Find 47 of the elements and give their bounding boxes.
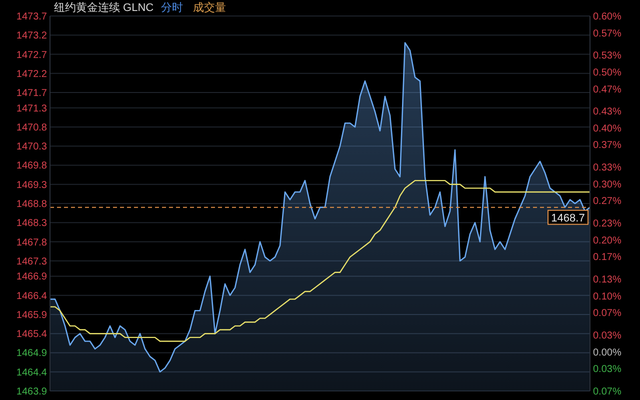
y2-tick-label: 0.03% bbox=[593, 330, 622, 342]
y-tick-label: 1468.3 bbox=[16, 218, 48, 230]
y-tick-label: 1464.4 bbox=[16, 367, 48, 378]
y-tick-label: 1464.9 bbox=[16, 348, 48, 360]
y-tick-label: 1465.4 bbox=[16, 329, 48, 340]
y-tick-label: 1470.3 bbox=[16, 142, 48, 153]
y-tick-label: 1468.8 bbox=[16, 199, 48, 210]
y-tick-label: 1469.3 bbox=[16, 180, 48, 191]
y-tick-label: 1472.2 bbox=[16, 68, 48, 80]
y2-tick-label: 0.03% bbox=[593, 364, 622, 376]
y-tick-label: 1467.3 bbox=[16, 256, 48, 268]
y-tick-label: 1470.8 bbox=[16, 122, 48, 134]
text: 成交量 bbox=[193, 1, 226, 14]
text: 分时 bbox=[161, 1, 183, 14]
y2-tick-label: 0.40% bbox=[593, 123, 622, 134]
y2-tick-label: 0.20% bbox=[593, 235, 622, 246]
y-tick-label: 1463.9 bbox=[16, 386, 48, 398]
y-tick-label: 1469.8 bbox=[16, 160, 48, 172]
y-tick-label: 1466.4 bbox=[16, 290, 48, 302]
y-tick-label: 1473.7 bbox=[16, 12, 48, 22]
y2-tick-label: 0.57% bbox=[593, 28, 622, 40]
y2-tick-label: 0.53% bbox=[593, 50, 622, 62]
y-tick-label: 1466.9 bbox=[16, 272, 48, 283]
y2-tick-label: 0.27% bbox=[593, 196, 622, 208]
y2-tick-label: 0.00% bbox=[593, 347, 622, 358]
ref-line-label: 1468.7 bbox=[551, 212, 585, 224]
y-tick-label: 1472.7 bbox=[16, 50, 48, 61]
y2-tick-label: 0.30% bbox=[593, 179, 622, 190]
y2-tick-label: 0.17% bbox=[593, 252, 622, 264]
y2-tick-label: 0.33% bbox=[593, 162, 622, 174]
y2-tick-label: 0.43% bbox=[593, 106, 622, 118]
y2-tick-label: 0.47% bbox=[593, 84, 622, 96]
y2-tick-label: 0.07% bbox=[593, 386, 622, 398]
y2-tick-label: 0.50% bbox=[593, 67, 622, 78]
y-tick-label: 1465.9 bbox=[16, 310, 48, 321]
line-series bbox=[49, 180, 591, 342]
y2-tick-label: 0.13% bbox=[593, 274, 622, 286]
y2-tick-label: 0.10% bbox=[593, 291, 622, 302]
y-tick-label: 1471.3 bbox=[16, 103, 48, 114]
chart-title: 纽约黄金连续 GLNC bbox=[54, 1, 154, 14]
y-tick-label: 1473.2 bbox=[16, 30, 48, 42]
y-tick-label: 1467.8 bbox=[16, 237, 48, 248]
y2-tick-label: 0.37% bbox=[593, 140, 622, 152]
y2-tick-label: 0.07% bbox=[593, 308, 622, 320]
y-tick-label: 1471.7 bbox=[16, 88, 48, 100]
y2-tick-label: 0.23% bbox=[593, 218, 622, 230]
y2-tick-label: 0.60% bbox=[593, 12, 622, 22]
